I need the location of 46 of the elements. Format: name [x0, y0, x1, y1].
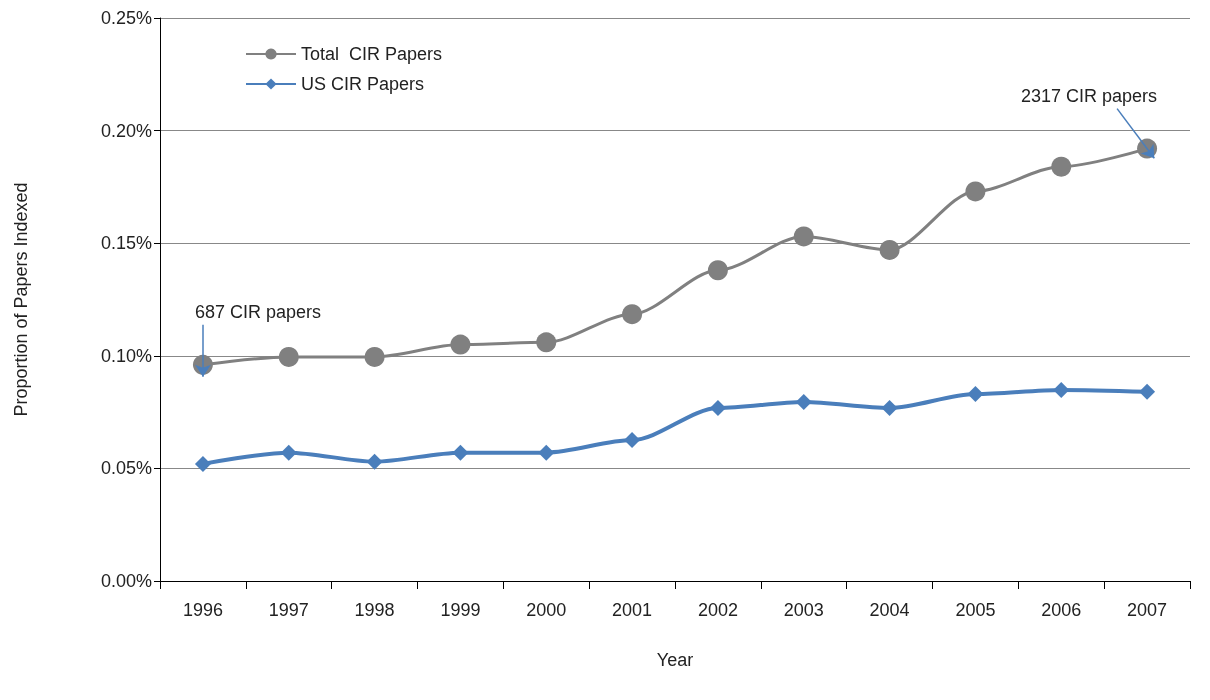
point — [1053, 382, 1070, 399]
point — [1051, 156, 1072, 177]
x-tick-label: 1997 — [268, 600, 309, 620]
y-tick-label: 0.15% — [100, 233, 152, 254]
y-tick-label: 0.10% — [100, 345, 152, 366]
point — [793, 226, 814, 247]
x-tick-label: 1996 — [182, 600, 223, 620]
point — [452, 444, 469, 461]
point — [879, 239, 900, 260]
point — [967, 386, 984, 403]
y-tick-label: 0.25% — [100, 8, 152, 28]
point — [622, 304, 643, 325]
point — [450, 334, 471, 355]
point — [280, 444, 297, 461]
point — [1139, 383, 1156, 400]
point — [538, 444, 555, 461]
point — [707, 260, 728, 281]
annotation: 687 CIR papers — [194, 301, 321, 322]
x-tick-label: 2005 — [955, 600, 996, 620]
point — [364, 346, 385, 367]
point — [795, 393, 812, 410]
point — [536, 332, 557, 353]
y-tick-label: 0.05% — [100, 458, 152, 479]
x-tick-label: 2002 — [697, 600, 738, 620]
legend-label: US CIR Papers — [301, 74, 425, 94]
x-tick-label: 1998 — [354, 600, 395, 620]
x-tick-label: 2001 — [612, 600, 653, 620]
point — [366, 453, 383, 470]
annotation: 2317 CIR papers — [1020, 85, 1158, 106]
x-tick-label: 2004 — [869, 600, 910, 620]
point — [278, 346, 299, 367]
point — [709, 400, 726, 417]
x-axis-title: Year — [656, 650, 694, 670]
x-tick-label: 2006 — [1041, 600, 1082, 620]
x-tick-label: 1999 — [440, 600, 481, 620]
y-tick-label: 0.20% — [100, 120, 152, 141]
point — [965, 181, 986, 202]
point — [624, 432, 641, 449]
x-tick-label: 2003 — [783, 600, 824, 620]
point — [194, 455, 211, 472]
x-tick-label: 2007 — [1127, 600, 1168, 620]
x-tick-label: 2000 — [526, 600, 567, 620]
y-axis-title: Proportion of Papers Indexed — [11, 182, 31, 417]
y-tick-label: 0.00% — [100, 571, 152, 591]
point — [881, 400, 898, 417]
legend-label: Total CIR Papers — [301, 44, 443, 64]
